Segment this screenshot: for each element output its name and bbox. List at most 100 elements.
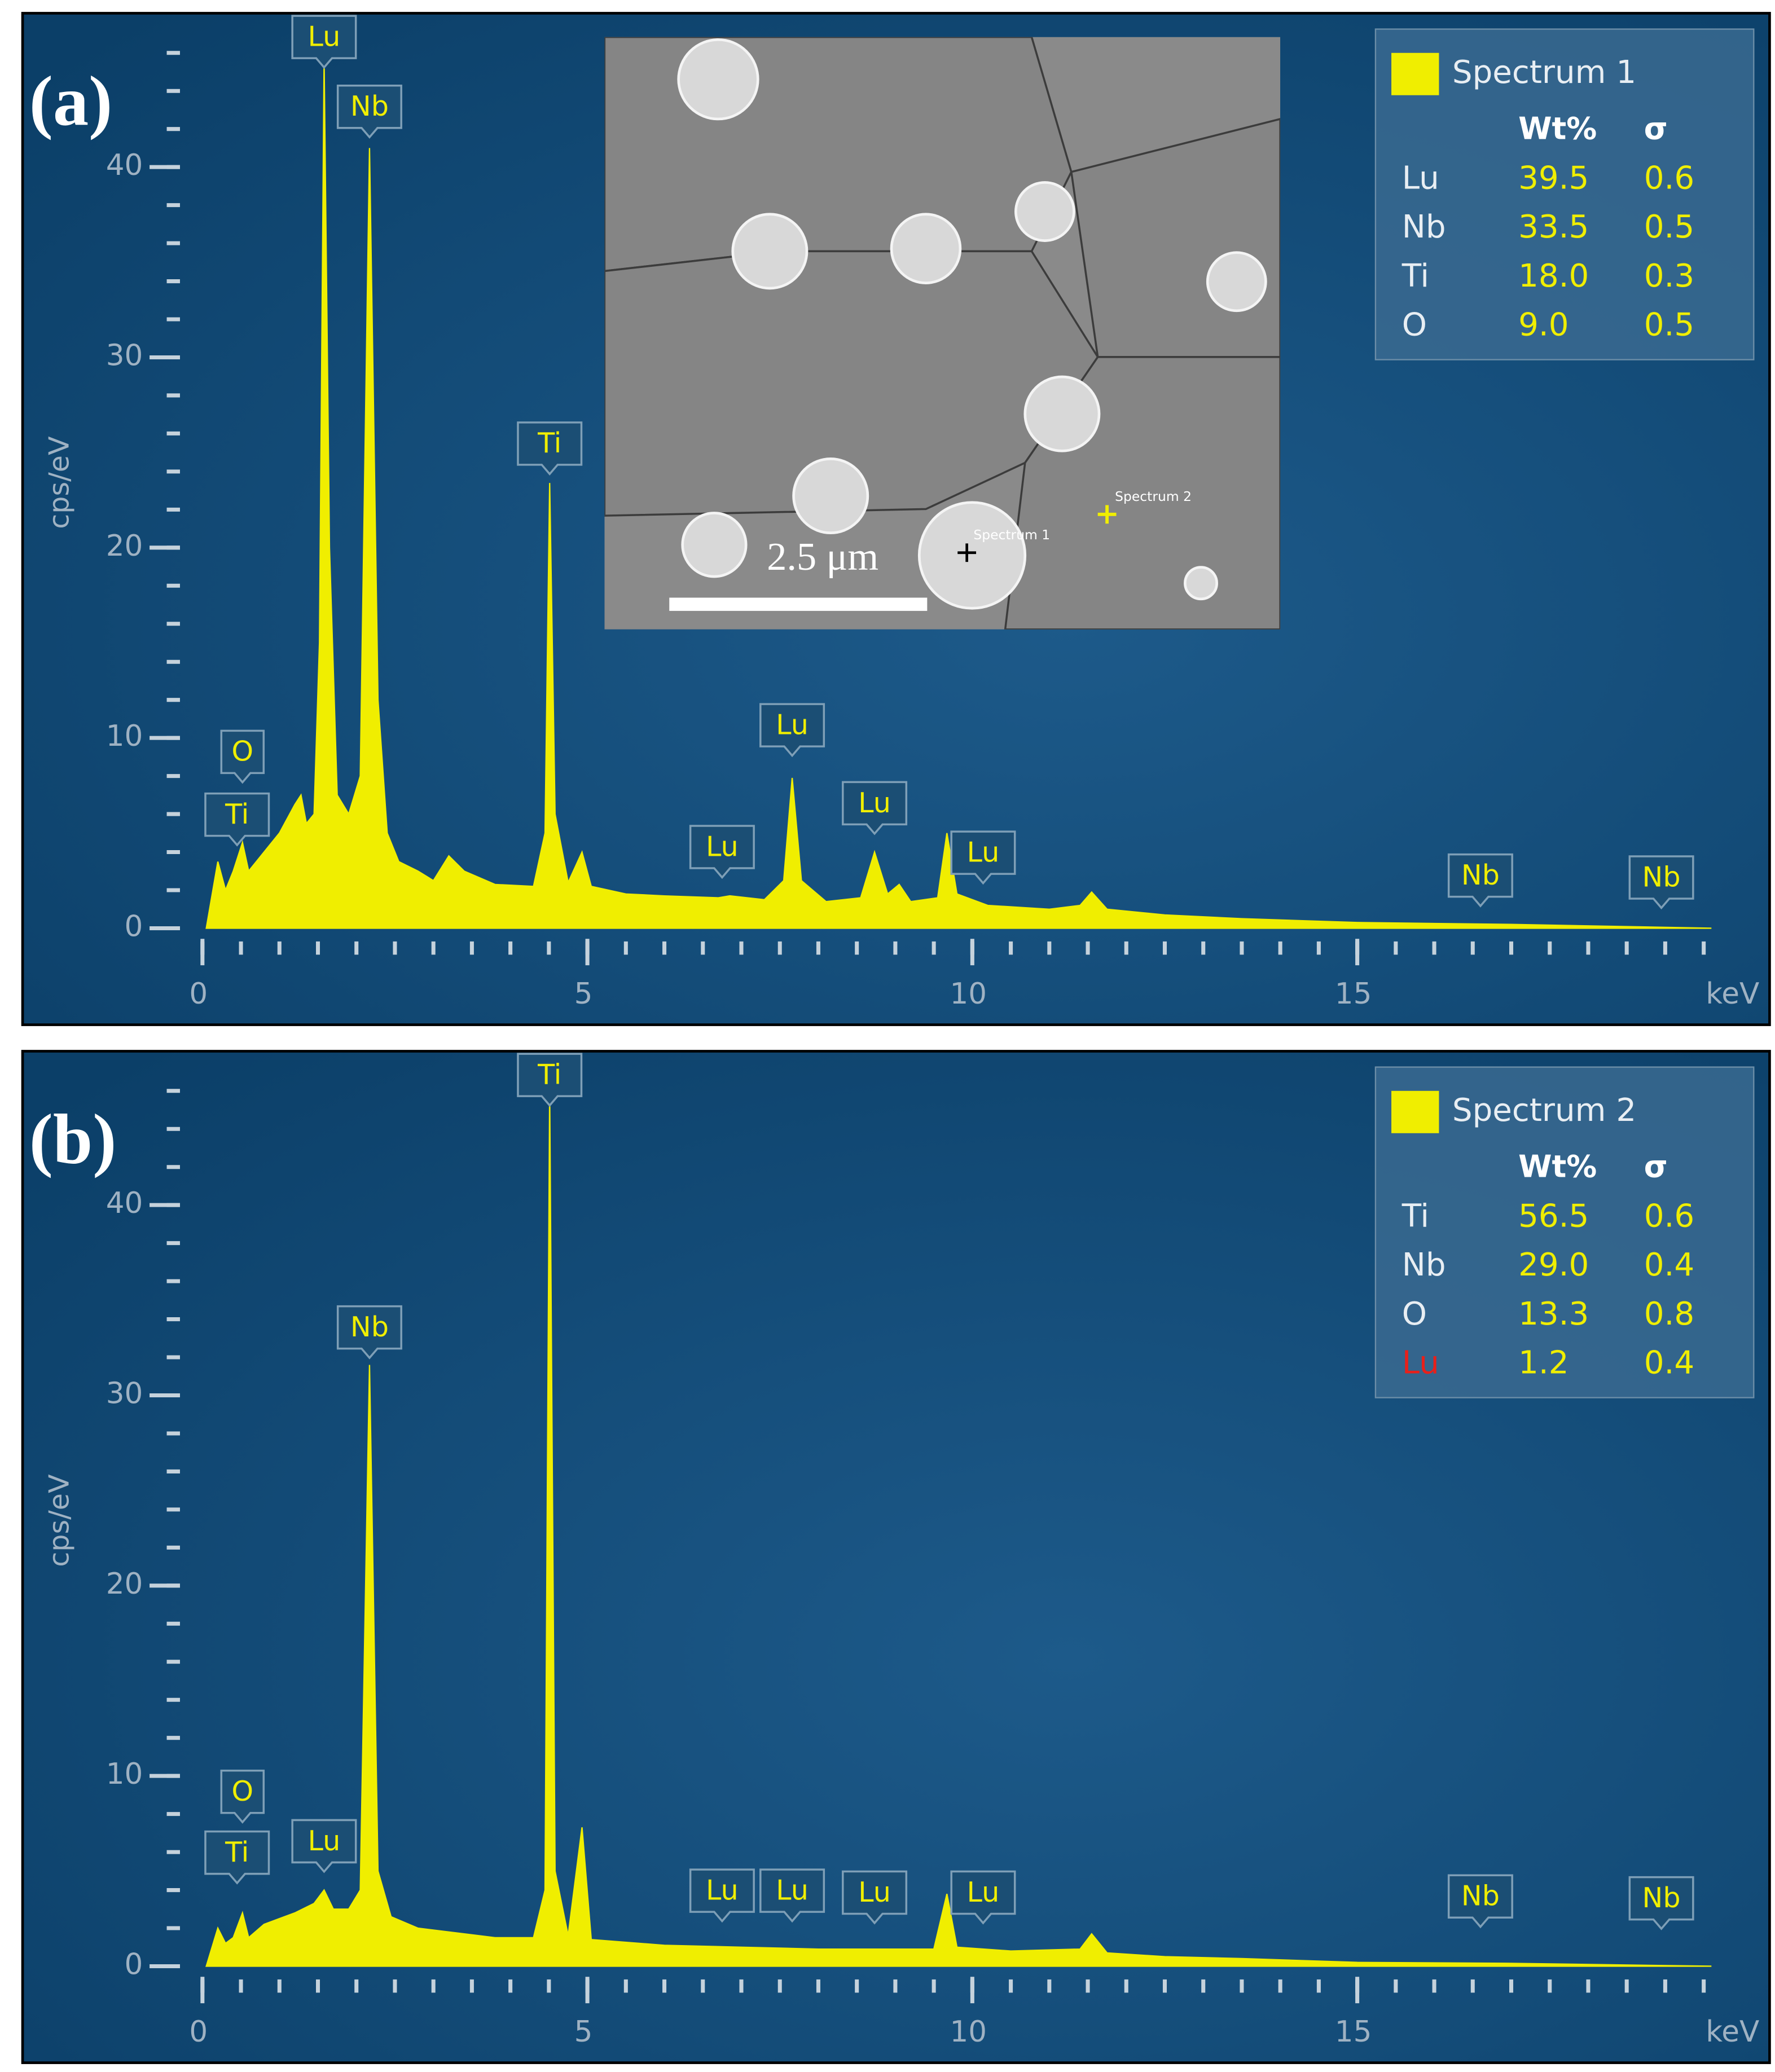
y-axis-label: cps/eV <box>43 436 76 529</box>
legend-element: O <box>1402 307 1427 344</box>
legend-element: Lu <box>1402 160 1439 196</box>
sem-particle <box>731 213 809 290</box>
peak-label: Lu <box>308 1824 341 1857</box>
sem-particle <box>1014 181 1075 242</box>
peak-label: Ti <box>225 798 249 830</box>
x-axis-label: keV <box>1706 977 1759 1011</box>
legend-header: Wt% <box>1518 111 1597 147</box>
sem-particle <box>792 457 869 534</box>
peak-label: Lu <box>858 1876 891 1908</box>
legend-swatch <box>1391 1090 1439 1133</box>
legend-swatch <box>1391 52 1439 95</box>
sem-grain <box>604 37 1073 272</box>
peak-label: O <box>231 735 253 768</box>
legend-sigma: 0.4 <box>1644 1247 1694 1283</box>
sem-particle <box>917 501 1027 610</box>
peak-label: Lu <box>967 1876 1000 1908</box>
sem-inset: 2.5 μm Spectrum 1 Spectrum 2 <box>604 37 1281 630</box>
x-tick-label: 15 <box>1335 2015 1372 2049</box>
peak-label: Lu <box>776 1873 809 1906</box>
x-tick-label: 0 <box>189 2015 208 2049</box>
sem-particle <box>677 38 759 121</box>
x-axis-label: keV <box>1706 2015 1759 2049</box>
legend-element: Lu <box>1402 1345 1439 1382</box>
legend-wt: 39.5 <box>1518 160 1589 196</box>
legend-wt: 13.3 <box>1518 1296 1589 1332</box>
peak-label-box <box>842 781 908 835</box>
legend-wt: 56.5 <box>1518 1198 1589 1234</box>
peak-label: Nb <box>350 90 389 122</box>
peak-label-box <box>291 1819 357 1873</box>
peak-label-box <box>950 1870 1016 1925</box>
peak-label-box <box>336 85 402 139</box>
spectrum-area <box>205 60 1712 929</box>
panel-label: (b) <box>29 1099 117 1178</box>
peak-label-box <box>336 1305 402 1360</box>
legend-header: σ <box>1644 111 1668 147</box>
peak-label-box <box>759 703 825 758</box>
peak-label: Nb <box>1461 1880 1500 1912</box>
sem-particle <box>1023 375 1101 452</box>
peak-label-box <box>950 830 1016 885</box>
legend-sigma: 0.6 <box>1644 1198 1694 1234</box>
spectrum-area <box>205 1090 1712 1967</box>
peak-label-box <box>204 1830 270 1885</box>
legend-header: σ <box>1644 1149 1668 1185</box>
x-tick-label: 10 <box>950 2015 987 2049</box>
peak-label: Nb <box>350 1310 389 1343</box>
peak-label-box <box>759 1868 825 1923</box>
spectrum-2-label: Spectrum 2 <box>1115 489 1192 504</box>
peak-label: Nb <box>1642 1881 1681 1914</box>
peak-label: Nb <box>1642 860 1681 893</box>
peak-label: Ti <box>537 1058 561 1090</box>
y-axis-label: cps/eV <box>43 1474 76 1567</box>
peak-label: Lu <box>858 786 891 819</box>
legend-sigma: 0.3 <box>1644 258 1694 294</box>
spectrum-1-label: Spectrum 1 <box>973 527 1050 543</box>
peak-label: Lu <box>706 830 739 863</box>
scale-bar-label: 2.5 μm <box>767 535 878 579</box>
peak-label-box <box>517 421 583 476</box>
sem-particle <box>1184 566 1218 601</box>
legend-wt: 33.5 <box>1518 209 1589 245</box>
x-tick-label: 15 <box>1335 977 1372 1011</box>
panel: 0 10 20 30 40 0 5 10 15 keV cps/eV Ti O Lu Nb Ti Lu Lu Lu L… <box>21 1050 1771 2064</box>
y-tick-label: 0 <box>125 1947 143 1981</box>
y-tick-label: 20 <box>106 529 143 563</box>
legend-wt: 29.0 <box>1518 1247 1589 1283</box>
legend-wt: 1.2 <box>1518 1345 1568 1382</box>
y-tick-label: 30 <box>106 1376 143 1410</box>
x-tick-label: 10 <box>950 977 987 1011</box>
legend-element: Nb <box>1402 209 1446 245</box>
peak-label-box <box>204 792 270 847</box>
legend-sigma: 0.4 <box>1644 1345 1694 1382</box>
peak-label-box <box>291 15 357 69</box>
x-tick-label: 0 <box>189 977 208 1011</box>
y-tick-label: 0 <box>125 909 143 943</box>
legend-element: Nb <box>1402 1247 1446 1283</box>
y-tick-label: 10 <box>106 719 143 753</box>
y-tick-label: 30 <box>106 338 143 372</box>
peak-label-box <box>517 1053 583 1107</box>
y-tick-label: 40 <box>106 148 143 182</box>
peak-label-box <box>689 825 755 879</box>
sem-particle <box>1206 251 1267 313</box>
legend-sigma: 0.5 <box>1644 209 1694 245</box>
spectrum-2-marker <box>1097 505 1117 524</box>
legend-element: O <box>1402 1296 1427 1332</box>
legend-element: Ti <box>1401 1198 1429 1234</box>
legend-title: Spectrum 2 <box>1452 1092 1636 1129</box>
spectrum-1-marker <box>957 543 977 562</box>
sem-particle <box>681 512 748 578</box>
peak-label-box <box>689 1868 755 1923</box>
peak-label-box <box>1628 1876 1694 1930</box>
peak-label-box <box>1628 855 1694 910</box>
legend-wt: 18.0 <box>1518 258 1589 294</box>
y-tick-label: 20 <box>106 1567 143 1601</box>
peak-label-box <box>220 1769 265 1824</box>
peak-label: Ti <box>225 1836 249 1868</box>
legend-header: Wt% <box>1518 1149 1597 1185</box>
peak-label: Ti <box>537 426 561 459</box>
scale-bar <box>669 597 928 611</box>
